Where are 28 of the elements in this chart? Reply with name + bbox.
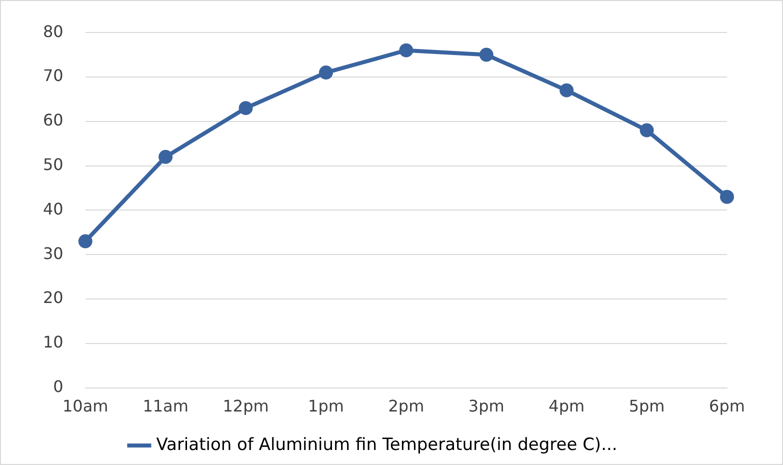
point [318,66,333,80]
y-tick-label: 10 [43,332,64,352]
y-tick-label: 40 [43,199,64,218]
point [479,48,494,62]
point [640,123,654,138]
x-tick-label: 12pm [222,396,269,416]
legend-label: Variation of Aluminium fin Temperature(in degree C)... [156,434,618,455]
y-tick-label: 50 [43,154,64,174]
y-tick-label: 0 [53,376,64,396]
y-tick-label: 80 [43,22,64,41]
x-tick-label: 2pm [388,396,424,416]
x-tick-label: 3pm [468,396,504,416]
y-tick-label: 60 [43,110,64,130]
point [560,83,574,98]
point [399,43,414,58]
x-tick-label: 10am [62,396,108,416]
x-tick-label: 11am [142,396,188,416]
x-tick-label: 4pm [548,396,585,416]
point [78,234,92,248]
point [720,190,734,204]
x-tick-label: 5pm [628,396,665,416]
x-tick-label: 1pm [308,396,344,416]
y-tick-label: 20 [43,288,64,308]
point [158,150,173,164]
y-tick-label: 30 [43,244,64,263]
y-tick-label: 70 [43,66,64,86]
x-tick-label: 6pm [709,396,745,416]
point [238,101,253,116]
